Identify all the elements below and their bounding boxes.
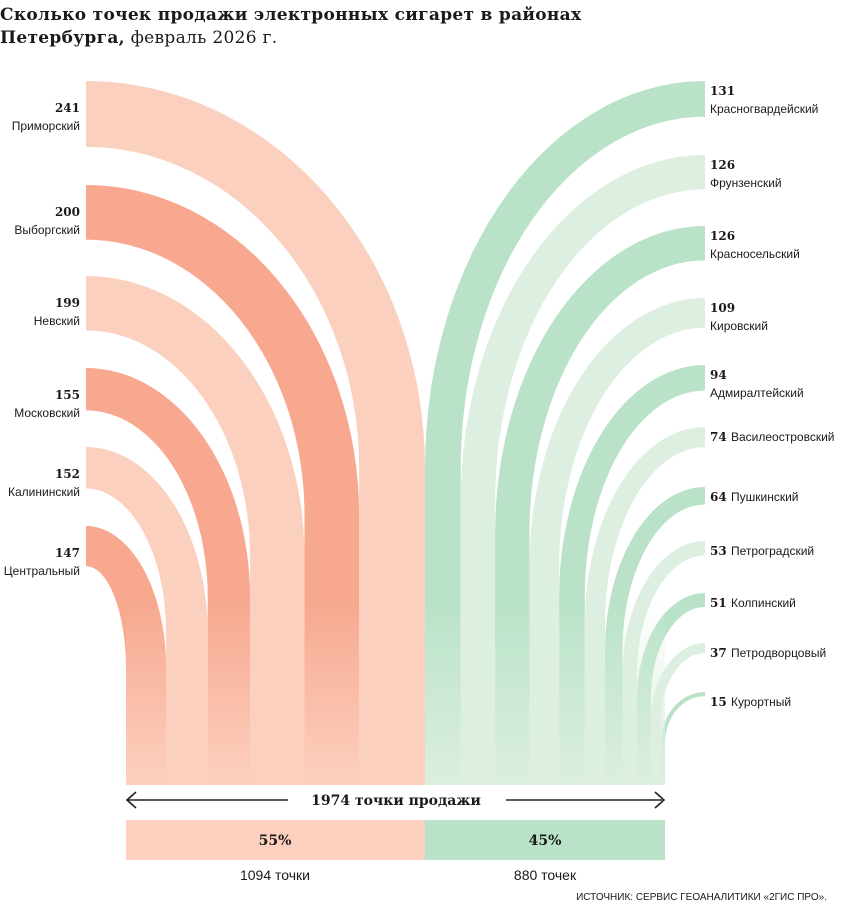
left-value-6: 147 xyxy=(55,546,80,560)
left-value-1: 241 xyxy=(55,101,80,115)
left-district-5: Калининский xyxy=(8,485,80,499)
left-district-6: Центральный xyxy=(4,564,80,578)
left-band-2 xyxy=(86,185,360,785)
right-district-6: Василеостровский xyxy=(731,430,834,444)
right-value-2: 126 xyxy=(710,158,735,172)
right-value-8: 53 xyxy=(710,544,727,558)
right-district-11: Курортный xyxy=(731,695,791,709)
source-note: ИСТОЧНИК: СЕРВИС ГЕОАНАЛИТИКИ «2ГИС ПРО»… xyxy=(576,892,827,903)
right-band-1 xyxy=(425,81,705,785)
right-district-4: Кировский xyxy=(710,319,768,333)
right-district-9: Колпинский xyxy=(731,596,796,610)
title-main: Сколько точек продажи электронных сигаре… xyxy=(0,5,582,48)
left-count: 1094 точки xyxy=(240,867,310,883)
right-district-1: Красногвардейский xyxy=(710,102,818,116)
right-value-11: 15 xyxy=(710,695,727,709)
left-district-1: Приморский xyxy=(12,119,80,133)
right-value-6: 74 xyxy=(710,430,727,444)
left-district-4: Московский xyxy=(14,406,80,420)
right-summary-bar xyxy=(425,820,665,860)
left-band-1 xyxy=(86,81,425,785)
left-percent: 55% xyxy=(259,833,292,849)
arrow-right-icon xyxy=(654,791,666,809)
title-date: февраль 2026 г. xyxy=(124,28,278,48)
right-band-11 xyxy=(660,692,705,785)
right-district-5: Адмиралтейский xyxy=(710,386,804,400)
left-value-5: 152 xyxy=(55,467,80,481)
district-labels: 241 Приморский 200 Выборгский 199 Невский 155 М… xyxy=(4,84,835,709)
arrow-left-icon xyxy=(125,791,137,809)
right-band-7 xyxy=(605,487,705,785)
right-district-8: Петроградский xyxy=(731,544,814,558)
right-value-1: 131 xyxy=(710,84,735,98)
right-band-5 xyxy=(559,365,705,785)
right-district-3: Красносельский xyxy=(710,247,800,261)
left-band-3 xyxy=(86,276,305,785)
right-band-3 xyxy=(495,226,705,785)
right-value-5: 94 xyxy=(710,368,727,382)
right-band-6 xyxy=(584,427,705,785)
left-district-3: Невский xyxy=(34,314,80,328)
total-arrow: 1974 точки продажи xyxy=(125,791,666,809)
right-value-7: 64 xyxy=(710,490,727,504)
right-value-3: 126 xyxy=(710,229,735,243)
right-percent: 45% xyxy=(529,833,562,849)
left-fade xyxy=(126,600,425,785)
right-value-9: 51 xyxy=(710,596,727,610)
total-label: 1974 точки продажи xyxy=(311,793,481,809)
right-band-4 xyxy=(529,298,705,785)
chart-title: Сколько точек продажи электронных сигаре… xyxy=(0,4,700,50)
left-value-4: 155 xyxy=(55,388,80,402)
right-district-10: Петродворцовый xyxy=(731,646,826,660)
left-district-2: Выборгский xyxy=(14,223,80,237)
right-value-10: 37 xyxy=(710,646,727,660)
right-district-2: Фрунзенский xyxy=(710,176,782,190)
left-value-3: 199 xyxy=(55,296,80,310)
right-value-4: 109 xyxy=(710,301,735,315)
right-fade xyxy=(425,600,665,785)
left-summary-bar xyxy=(126,820,425,860)
right-band-2 xyxy=(460,155,705,785)
left-value-2: 200 xyxy=(55,205,80,219)
right-district-7: Пушкинский xyxy=(731,490,799,504)
right-count: 880 точек xyxy=(514,867,577,883)
